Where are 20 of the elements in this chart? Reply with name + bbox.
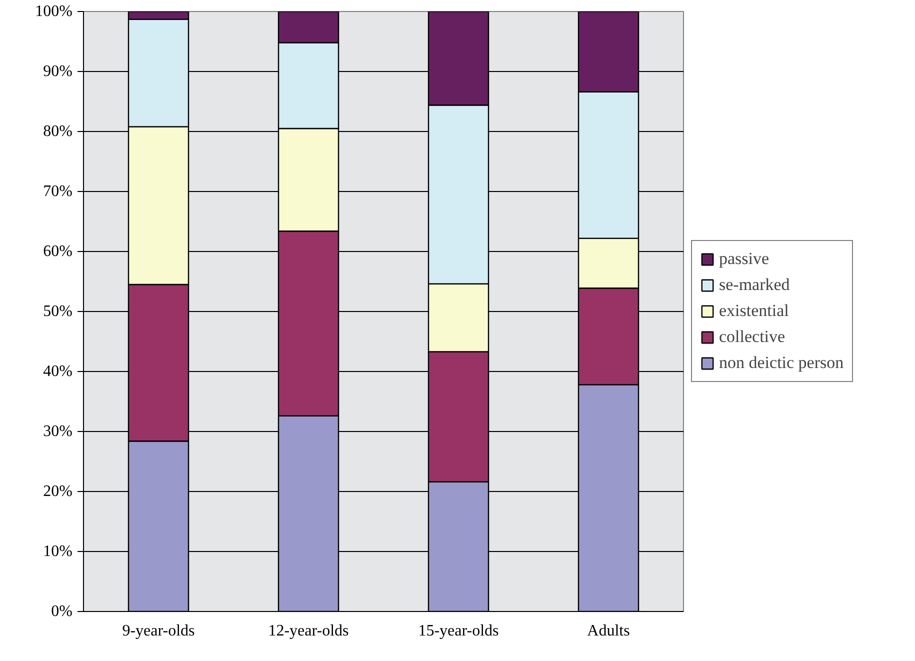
legend-label: collective — [719, 327, 786, 347]
y-tick-label: 40% — [43, 363, 72, 380]
x-tick-label: 12-year-olds — [268, 622, 349, 640]
x-tick-label: 15-year-olds — [418, 622, 499, 640]
legend-label: existential — [719, 301, 789, 321]
y-tick-label: 10% — [43, 543, 72, 560]
y-tick-label: 20% — [43, 483, 72, 500]
y-tick-label: 70% — [43, 183, 72, 200]
y-tick-label: 30% — [43, 423, 72, 440]
legend-label: passive — [719, 249, 770, 269]
x-tick-label: 9-year-olds — [122, 622, 195, 640]
y-tick-label: 50% — [43, 303, 72, 320]
y-tick-label: 100% — [35, 3, 72, 20]
x-tick-label: Adults — [587, 622, 630, 640]
legend-label: non deictic person — [719, 353, 844, 373]
y-tick-label: 90% — [43, 63, 72, 80]
legend-label: se-marked — [719, 275, 790, 295]
y-tick-label: 60% — [43, 243, 72, 260]
y-tick-label: 0% — [51, 603, 72, 620]
y-tick-label: 80% — [43, 123, 72, 140]
